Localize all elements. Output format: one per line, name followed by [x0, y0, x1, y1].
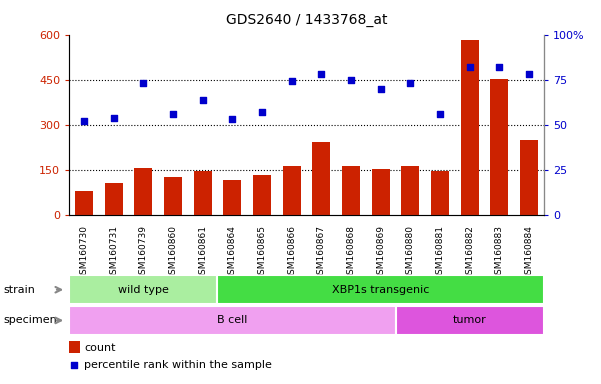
Text: XBP1s transgenic: XBP1s transgenic [332, 285, 429, 295]
Point [346, 77, 356, 83]
Text: tumor: tumor [453, 315, 487, 326]
Text: count: count [84, 343, 116, 353]
Bar [224, 180, 241, 215]
Text: wild type: wild type [118, 285, 169, 295]
Bar [461, 40, 478, 215]
Point [168, 111, 178, 117]
Bar [194, 170, 212, 215]
Bar [520, 141, 538, 215]
Bar [135, 169, 152, 215]
Point [376, 86, 385, 92]
Bar [69, 275, 218, 304]
Bar [218, 275, 544, 304]
Bar [342, 166, 360, 215]
Bar [282, 166, 300, 215]
Point [465, 64, 475, 70]
Text: percentile rank within the sample: percentile rank within the sample [84, 360, 272, 370]
Point [228, 116, 237, 122]
Point [435, 111, 445, 117]
Point [524, 71, 534, 77]
Bar [253, 175, 271, 215]
Point [79, 118, 89, 124]
Bar [69, 306, 395, 335]
Bar [69, 341, 79, 353]
Bar [105, 182, 123, 215]
Bar [490, 79, 508, 215]
Point [406, 80, 415, 86]
Point [317, 71, 326, 77]
Point [70, 362, 79, 368]
Point [198, 96, 207, 103]
Text: B cell: B cell [217, 315, 248, 326]
Bar [431, 171, 449, 215]
Point [287, 78, 296, 84]
Bar [164, 177, 182, 215]
Point [495, 64, 504, 70]
Text: strain: strain [3, 285, 35, 295]
Bar [75, 191, 93, 215]
Bar [401, 166, 419, 215]
Bar [372, 169, 389, 215]
Bar [395, 306, 544, 335]
Point [138, 80, 148, 86]
Text: specimen: specimen [3, 315, 56, 326]
Point [257, 109, 267, 115]
Bar [313, 142, 331, 215]
Text: GDS2640 / 1433768_at: GDS2640 / 1433768_at [226, 13, 387, 27]
Point [109, 114, 118, 121]
